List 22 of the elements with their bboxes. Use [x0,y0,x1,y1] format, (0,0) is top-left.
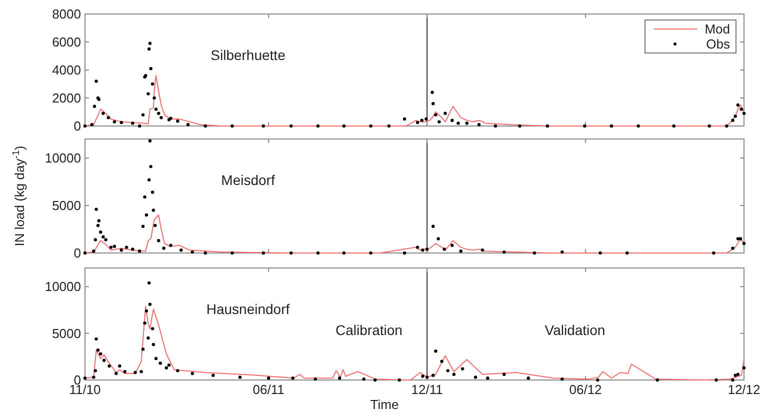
y-tick-label: 0 [74,118,81,134]
text: Silberhuette [210,47,286,63]
x-tick-label: 06/11 [252,382,284,397]
x-tick-label: 12/12 [728,382,760,397]
y-tick-label: 2000 [52,90,81,106]
y-tick-label: 4000 [52,62,81,78]
y-tick-label: 10000 [44,279,81,294]
y-tick-label: 8000 [52,6,81,22]
y-tick-label: 10000 [44,150,81,166]
y-tick-label: 0 [74,246,81,261]
y-tick-label: 5000 [52,326,81,341]
text: Hausneindorf [206,301,290,317]
annotation: Validation [544,322,606,338]
y-tick-label: 5000 [52,198,81,214]
y-tick-label: 6000 [52,34,81,50]
x-tick-label: 06/12 [569,382,602,397]
x-axis-title: Time [370,397,399,412]
legend-label: Obs [706,36,730,52]
text: Meisdorf [221,172,275,188]
x-tick-label: 12/11 [411,382,443,397]
annotation: Calibration [336,322,402,338]
legend-label: Mod [704,22,730,37]
